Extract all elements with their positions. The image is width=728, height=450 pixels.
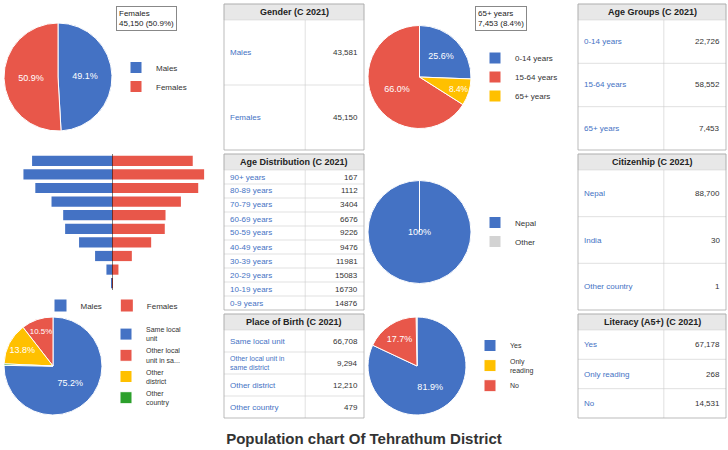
svg-text:Other: Other — [515, 238, 535, 247]
svg-text:Females: Females — [147, 302, 178, 311]
svg-text:65+ years: 65+ years — [584, 124, 619, 133]
svg-text:Other localunit in sa...: Other localunit in sa... — [146, 347, 180, 363]
svg-text:Otherdistrict: Otherdistrict — [146, 369, 166, 385]
svg-text:15-64 years: 15-64 years — [515, 73, 557, 82]
svg-text:Population chart Of Tehrathum: Population chart Of Tehrathum District — [226, 430, 502, 447]
svg-text:45,150: 45,150 — [333, 113, 358, 122]
svg-text:67,178: 67,178 — [695, 340, 720, 349]
svg-text:49.1%: 49.1% — [72, 71, 98, 81]
svg-text:Gender (C 2021): Gender (C 2021) — [260, 7, 329, 17]
svg-text:Literacy (A5+) (C 2021): Literacy (A5+) (C 2021) — [604, 317, 701, 327]
svg-text:15-64 years: 15-64 years — [584, 80, 626, 89]
svg-text:Males: Males — [81, 302, 102, 311]
svg-text:3404: 3404 — [340, 200, 358, 209]
svg-text:Othercountry: Othercountry — [146, 390, 169, 407]
svg-text:25.6%: 25.6% — [428, 51, 454, 61]
svg-text:58,552: 58,552 — [695, 80, 720, 89]
svg-text:1112: 1112 — [341, 186, 358, 195]
svg-text:14,531: 14,531 — [695, 399, 720, 408]
svg-text:Females: Females — [230, 113, 261, 122]
svg-text:17.7%: 17.7% — [387, 334, 413, 344]
svg-text:1: 1 — [715, 282, 720, 291]
svg-text:14876: 14876 — [335, 299, 358, 308]
svg-text:20-29 years: 20-29 years — [230, 271, 272, 280]
svg-text:Age Groups (C 2021): Age Groups (C 2021) — [608, 7, 697, 17]
svg-text:12,210: 12,210 — [333, 381, 358, 390]
svg-text:66.0%: 66.0% — [384, 84, 410, 94]
svg-text:7,453: 7,453 — [699, 124, 720, 133]
svg-text:9226: 9226 — [340, 228, 358, 237]
svg-text:10.5%: 10.5% — [30, 327, 52, 336]
svg-text:Males: Males — [230, 48, 251, 57]
svg-text:10-19 years: 10-19 years — [230, 285, 272, 294]
svg-text:No: No — [510, 382, 519, 389]
svg-text:Same localunit: Same localunit — [146, 326, 181, 342]
svg-text:Other country: Other country — [230, 403, 278, 412]
svg-text:40-49 years: 40-49 years — [230, 243, 272, 252]
svg-text:No: No — [584, 399, 595, 408]
svg-text:100%: 100% — [408, 227, 431, 237]
svg-text:9476: 9476 — [340, 243, 358, 252]
svg-text:Same local unit: Same local unit — [230, 337, 285, 346]
svg-text:9,294: 9,294 — [337, 359, 358, 368]
svg-text:11981: 11981 — [336, 257, 358, 266]
svg-text:Other country: Other country — [584, 282, 632, 291]
svg-text:268: 268 — [706, 370, 720, 379]
svg-text:Age Distribution (C 2021): Age Distribution (C 2021) — [240, 157, 348, 167]
svg-text:Yes: Yes — [584, 340, 597, 349]
svg-text:Onlyreading: Onlyreading — [510, 358, 533, 375]
svg-text:Only reading: Only reading — [584, 370, 629, 379]
svg-text:90+ years: 90+ years — [230, 173, 265, 182]
svg-text:65+ years7,453 (8.4%): 65+ years7,453 (8.4%) — [478, 9, 524, 28]
svg-text:30-39 years: 30-39 years — [230, 257, 272, 266]
svg-text:Males: Males — [156, 64, 177, 73]
svg-text:43,581: 43,581 — [333, 48, 358, 57]
svg-text:8.4%: 8.4% — [449, 84, 469, 94]
svg-text:80-89 years: 80-89 years — [230, 186, 272, 195]
svg-text:Nepal: Nepal — [584, 189, 605, 198]
svg-text:81.9%: 81.9% — [417, 382, 443, 392]
svg-text:0-9 years: 0-9 years — [230, 299, 263, 308]
svg-text:50.9%: 50.9% — [18, 73, 44, 83]
svg-text:Nepal: Nepal — [515, 219, 536, 228]
svg-text:75.2%: 75.2% — [57, 378, 83, 388]
svg-text:0-14 years: 0-14 years — [515, 54, 553, 63]
svg-text:65+ years: 65+ years — [515, 92, 550, 101]
svg-text:Females: Females — [156, 83, 187, 92]
svg-text:13.8%: 13.8% — [10, 345, 36, 355]
svg-text:66,708: 66,708 — [333, 337, 358, 346]
svg-text:Other local unit insame distri: Other local unit insame district — [230, 355, 285, 371]
svg-text:Citizenhip (C 2021): Citizenhip (C 2021) — [612, 157, 693, 167]
svg-text:15083: 15083 — [335, 271, 358, 280]
svg-text:Females45,150 (50.9%): Females45,150 (50.9%) — [119, 9, 174, 28]
svg-text:50-59 years: 50-59 years — [230, 228, 272, 237]
svg-text:0-14 years: 0-14 years — [584, 37, 622, 46]
svg-text:70-79 years: 70-79 years — [230, 200, 272, 209]
svg-text:16730: 16730 — [335, 285, 358, 294]
svg-text:Yes: Yes — [510, 342, 522, 349]
svg-text:30: 30 — [711, 236, 720, 245]
svg-text:India: India — [584, 236, 602, 245]
svg-text:88,700: 88,700 — [695, 189, 720, 198]
svg-text:6676: 6676 — [340, 215, 358, 224]
svg-text:60-69 years: 60-69 years — [230, 215, 272, 224]
svg-text:479: 479 — [344, 403, 358, 412]
svg-text:167: 167 — [344, 173, 358, 182]
svg-text:22,726: 22,726 — [695, 37, 720, 46]
svg-text:Place of Birth (C 2021): Place of Birth (C 2021) — [246, 317, 342, 327]
svg-text:Other district: Other district — [230, 381, 276, 390]
